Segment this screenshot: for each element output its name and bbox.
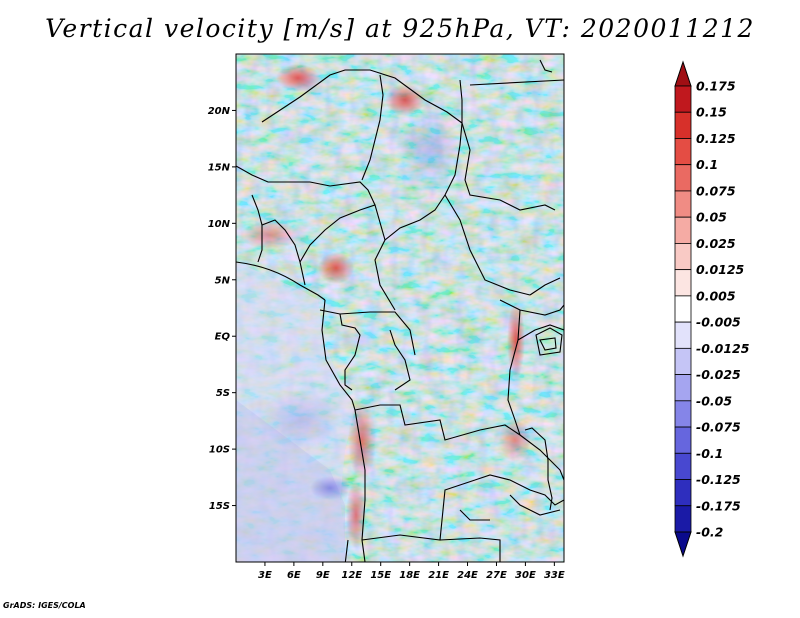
lat-tick-label: 5N (215, 275, 231, 286)
lat-tick-label: 10N (208, 219, 231, 230)
colorbar-label: 0.025 (696, 236, 736, 251)
colorbar-swatch (674, 111, 692, 139)
colorbar-swatch (674, 374, 692, 402)
lat-tick-label: EQ (215, 332, 231, 343)
colorbar-label: -0.175 (696, 498, 741, 513)
colorbar-label: -0.125 (696, 472, 741, 487)
colorbar-label: -0.025 (696, 367, 741, 382)
colorbar-swatch (674, 164, 692, 192)
lon-tick-label: 9E (316, 570, 330, 581)
colorbar-swatch (674, 479, 692, 507)
colorbar-swatch (674, 452, 692, 480)
colorbar-label: 0.0125 (696, 262, 745, 277)
colorbar-swatch (674, 138, 692, 166)
colorbar: 0.175 0.15 0.125 0.1 0.075 0.05 0.025 0.0125 0.0… (674, 60, 750, 558)
colorbar-swatch (674, 426, 692, 454)
lon-tick-label: 6E (287, 570, 301, 581)
lon-tick-label: 27E (486, 570, 507, 581)
colorbar-label: 0.005 (696, 288, 736, 303)
lon-tick-label: 18E (399, 570, 420, 581)
colorbar-swatch (674, 190, 692, 218)
latitude-axis: 20N 15N 10N 5N EQ 5S 10S 15S (208, 106, 236, 512)
lon-tick-label: 12E (341, 570, 362, 581)
colorbar-label: 0.075 (696, 183, 736, 198)
lon-tick-label: 30E (515, 570, 536, 581)
colorbar-swatch (674, 505, 692, 533)
colorbar-swatch (674, 243, 692, 271)
longitude-axis: 3E 6E 9E 12E 15E 18E 21E 24E 27E 30E 33E (258, 562, 565, 581)
colorbar-label: -0.075 (696, 420, 741, 435)
credit-text: GrADS: IGES/COLA (3, 601, 86, 610)
lat-tick-label: 15N (208, 162, 231, 173)
colorbar-swatch (674, 295, 692, 323)
colorbar-swatch (674, 269, 692, 297)
lon-tick-label: 24E (457, 570, 478, 581)
colorbar-swatch (674, 85, 692, 113)
country-borders (236, 59, 564, 562)
colorbar-top-arrow (674, 60, 692, 87)
lon-tick-label: 33E (544, 570, 565, 581)
colorbar-label: 0.15 (696, 105, 727, 120)
plot-frame (235, 53, 565, 563)
map-title: Vertical velocity [m/s] at 925hPa, VT: 2… (45, 14, 755, 43)
lon-tick-label: 21E (428, 570, 449, 581)
lon-tick-label: 3E (258, 570, 272, 581)
colorbar-label: 0.1 (696, 157, 718, 172)
colorbar-swatch (674, 347, 692, 375)
colorbar-label: -0.1 (696, 446, 723, 461)
colorbar-label: 0.05 (696, 210, 727, 225)
colorbar-label: -0.0125 (696, 341, 750, 356)
lat-tick-label: 10S (209, 445, 230, 456)
colorbar-label: -0.2 (696, 525, 723, 540)
velocity-field (236, 54, 564, 562)
colorbar-bottom-arrow (674, 531, 692, 558)
lat-tick-label: 5S (216, 388, 230, 399)
colorbar-label: -0.05 (696, 393, 732, 408)
lat-tick-label: 15S (209, 501, 230, 512)
colorbar-swatch (674, 321, 692, 349)
lat-tick-label: 20N (208, 106, 231, 117)
colorbar-label: -0.005 (696, 315, 741, 330)
lon-tick-label: 15E (370, 570, 391, 581)
colorbar-label: 0.175 (696, 79, 736, 94)
colorbar-swatch (674, 216, 692, 244)
colorbar-label: 0.125 (696, 131, 736, 146)
colorbar-swatch (674, 400, 692, 428)
